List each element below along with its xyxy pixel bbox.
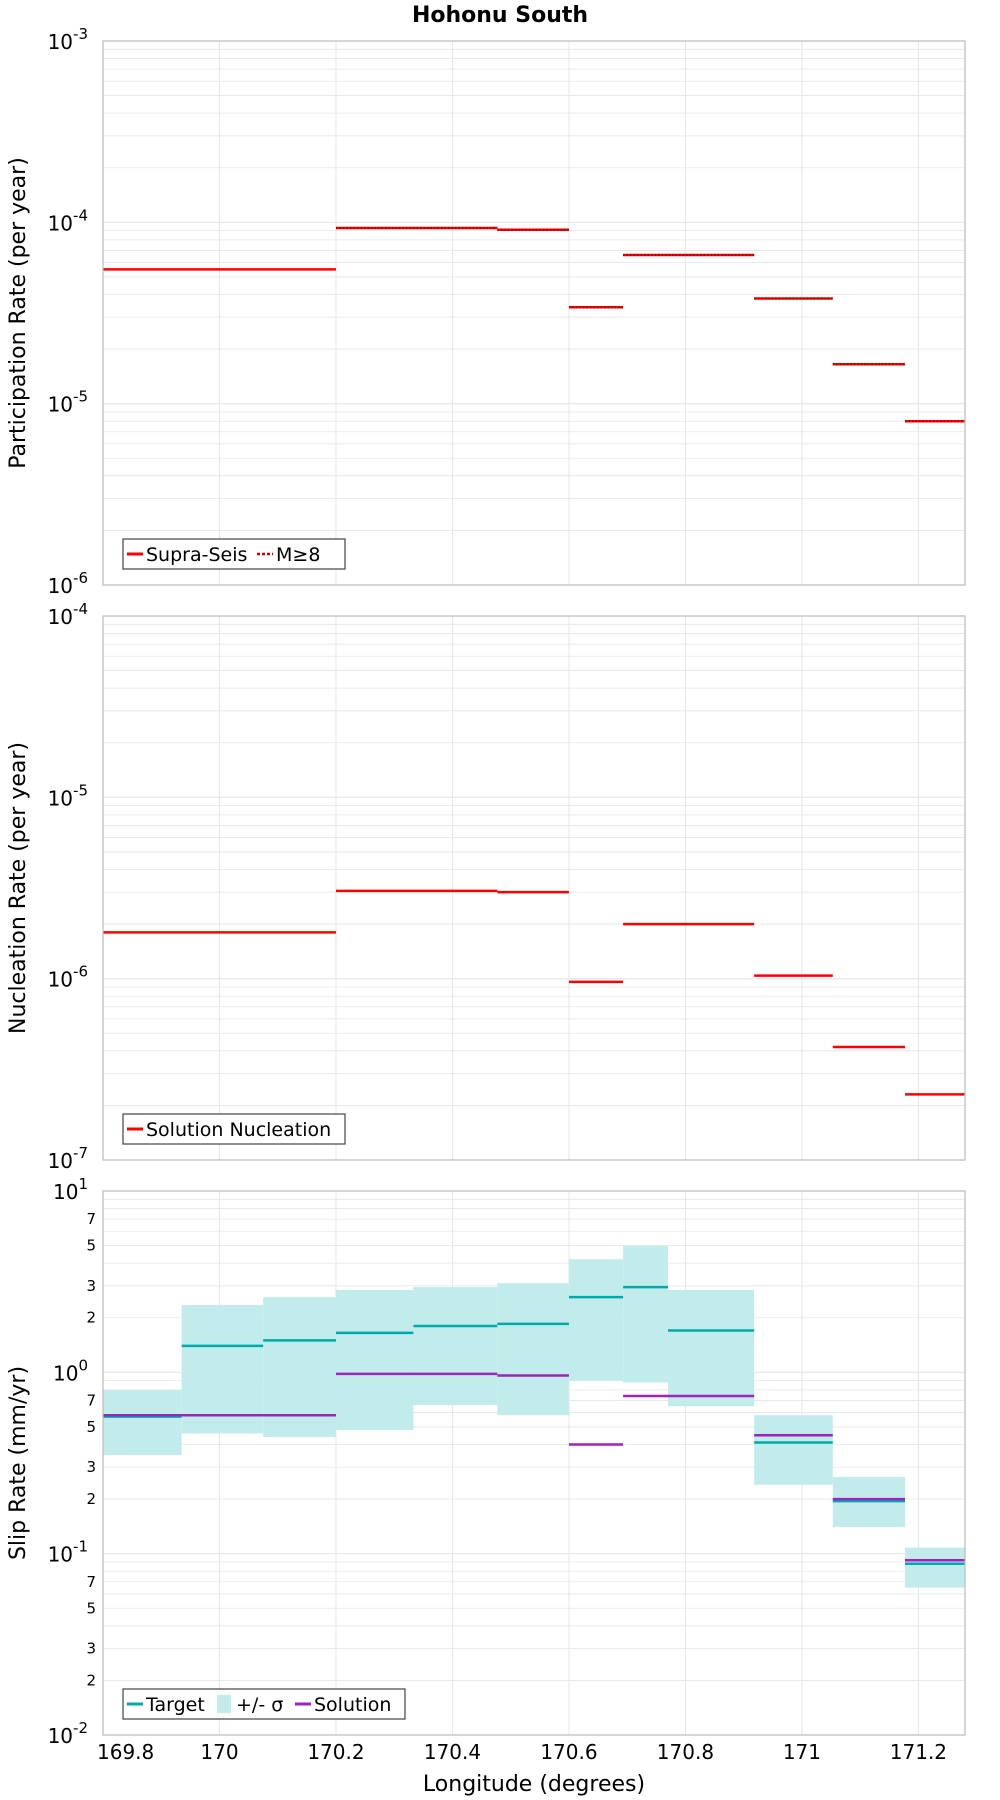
y-tick-exp: -2	[73, 1719, 88, 1737]
y-tick-exp: -4	[73, 206, 88, 224]
y-tick-exp: 0	[78, 1356, 88, 1374]
y-tick-label: 10-6	[48, 963, 88, 992]
y-minor-tick-label: 2	[86, 1671, 96, 1689]
legend-box	[122, 538, 346, 570]
y-axis-label: Nucleation Rate (per year)	[6, 742, 31, 1034]
y-tick-exp: -1	[73, 1538, 88, 1556]
y-minor-tick-label: 2	[86, 1309, 96, 1327]
y-minor-tick-label: 7	[86, 1573, 96, 1591]
legend-entry-label: Solution Nucleation	[146, 1119, 331, 1141]
x-tick-label: 170	[200, 1740, 238, 1764]
y-tick-label: 10-1	[48, 1538, 88, 1567]
figure-title: Hohonu South	[412, 3, 588, 28]
y-tick-label: 10-6	[48, 569, 88, 598]
x-axis-label: Longitude (degrees)	[423, 1772, 645, 1797]
y-tick-label: 10-5	[48, 781, 88, 810]
y-tick-label: 100	[53, 1356, 88, 1385]
y-tick-exp: 1	[78, 1175, 88, 1193]
y-tick-base: 10	[53, 1361, 78, 1385]
x-tick-label: 169.8	[97, 1740, 154, 1764]
x-tick-label: 171.2	[890, 1740, 947, 1764]
sigma-band	[413, 1287, 498, 1406]
y-tick-label: 10-7	[48, 1144, 88, 1173]
y-tick-base: 10	[53, 1180, 78, 1204]
sigma-band	[103, 1389, 182, 1456]
legend-box	[122, 1688, 406, 1720]
plot-frame	[102, 1190, 966, 1736]
y-minor-tick-label: 2	[86, 1490, 96, 1508]
y-minor-tick-label: 5	[86, 1237, 96, 1255]
y-tick-base: 10	[48, 1543, 73, 1567]
sigma-band	[263, 1297, 336, 1437]
y-tick-base: 10	[48, 1724, 73, 1748]
y-tick-exp: -7	[73, 1144, 88, 1162]
y-minor-tick-label: 5	[86, 1599, 96, 1617]
sigma-band	[623, 1245, 668, 1383]
y-tick-exp: -6	[73, 569, 88, 587]
y-tick-base: 10	[48, 1149, 73, 1173]
sigma-band	[497, 1283, 569, 1416]
x-tick-label: 170.2	[307, 1740, 364, 1764]
y-minor-tick-label: 3	[86, 1639, 96, 1657]
y-minor-tick-label: 7	[86, 1210, 96, 1228]
sigma-band	[568, 1259, 624, 1381]
y-minor-tick-label: 7	[86, 1391, 96, 1409]
x-tick-label: 170.4	[424, 1740, 481, 1764]
y-tick-label: 10-2	[48, 1719, 88, 1748]
y-axis-label: Slip Rate (mm/yr)	[6, 1366, 31, 1560]
x-tick-label: 170.6	[540, 1740, 597, 1764]
plot-frame	[102, 40, 966, 586]
legend-entry-label: +/- σ	[236, 1694, 283, 1716]
sigma-band	[181, 1305, 264, 1434]
y-tick-label: 101	[53, 1175, 88, 1204]
y-tick-base: 10	[48, 786, 73, 810]
y-tick-base: 10	[48, 393, 73, 417]
legend-entry-label: Solution	[314, 1694, 391, 1716]
legend-entry-label: Target	[145, 1694, 205, 1716]
y-tick-exp: -5	[73, 781, 88, 799]
sigma-band	[754, 1415, 833, 1485]
y-tick-exp: -6	[73, 963, 88, 981]
y-minor-tick-label: 3	[86, 1458, 96, 1476]
y-tick-label: 10-5	[48, 388, 88, 417]
legend: Target +/- σ Solution	[122, 1688, 406, 1720]
legend: Solution Nucleation	[122, 1113, 346, 1145]
sigma-band	[905, 1547, 965, 1588]
y-tick-exp: -4	[73, 600, 88, 618]
y-minor-tick-label: 3	[86, 1277, 96, 1295]
legend-box	[122, 1113, 346, 1145]
legend-entry-label: Supra-Seis	[146, 544, 247, 566]
y-tick-base: 10	[48, 574, 73, 598]
y-tick-base: 10	[48, 605, 73, 629]
x-tick-label: 171	[783, 1740, 821, 1764]
y-tick-label: 10-3	[48, 25, 88, 54]
y-tick-base: 10	[48, 211, 73, 235]
legend: Supra-Seis M≥8	[122, 538, 346, 570]
y-tick-exp: -3	[73, 25, 88, 43]
y-tick-label: 10-4	[48, 600, 88, 629]
legend-entry-label: M≥8	[276, 544, 320, 566]
y-tick-base: 10	[48, 968, 73, 992]
y-tick-base: 10	[48, 30, 73, 54]
y-minor-tick-label: 5	[86, 1418, 96, 1436]
sigma-band	[667, 1289, 755, 1407]
legend-swatch-band	[217, 1695, 231, 1713]
sigma-band	[335, 1289, 414, 1431]
y-axis-label: Participation Rate (per year)	[6, 157, 31, 469]
plot-frame	[102, 615, 966, 1161]
y-tick-label: 10-4	[48, 206, 88, 235]
x-tick-label: 170.8	[657, 1740, 714, 1764]
y-tick-exp: -5	[73, 388, 88, 406]
